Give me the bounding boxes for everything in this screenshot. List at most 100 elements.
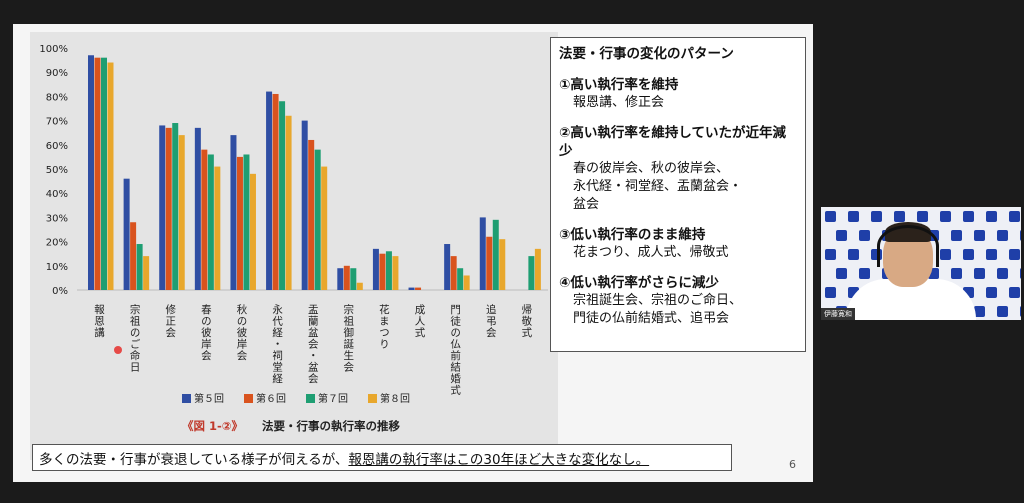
chart-bar (266, 91, 273, 290)
pattern-line: 永代経・祠堂経、盂蘭盆会・ (573, 179, 743, 194)
backdrop-logo-icon (1020, 230, 1021, 241)
backdrop-logo-icon (974, 230, 985, 241)
info-box-title: 法要・行事の変化のパターン (559, 46, 734, 62)
backdrop-logo-icon (986, 249, 997, 260)
legend-swatch (244, 394, 253, 403)
chart-bar (178, 135, 185, 290)
backdrop-logo-icon (974, 268, 985, 279)
chart-bar (272, 93, 279, 290)
headset-icon (877, 225, 939, 267)
y-tick-label: 60% (46, 141, 68, 152)
chart-bar (444, 244, 451, 290)
legend-label: 第８回 (380, 392, 410, 405)
chart-bar (123, 178, 130, 290)
chart-bar (214, 166, 221, 290)
backdrop-logo-icon (974, 306, 985, 317)
chart-bar (94, 57, 101, 291)
pattern-line: 報恩講、修正会 (573, 95, 665, 110)
x-category-label: 追弔会 (485, 303, 497, 338)
pattern-info-box: 法要・行事の変化のパターン ①高い執行率を維持 報恩講、修正会 ②高い執行率を維… (550, 37, 806, 352)
laser-pointer-dot (114, 346, 122, 354)
chart-bar (243, 154, 250, 290)
legend-label: 第６回 (256, 392, 286, 405)
backdrop-logo-icon (848, 287, 859, 298)
pattern-line: 春の彼岸会、秋の彼岸会、 (573, 161, 730, 176)
backdrop-logo-icon (848, 211, 859, 222)
chart-bar (143, 256, 150, 290)
chart-bar (479, 217, 486, 290)
chart-bar (463, 275, 470, 290)
x-category-label: 宗祖御誕生会 (342, 303, 354, 373)
chart-bar (415, 287, 422, 290)
chart-bar (534, 248, 541, 290)
bar-chart: 0% 10% 20% 30% 40% 50% 60% 70% 80% 90% 100% 報恩講 宗祖のご… (39, 44, 548, 433)
backdrop-logo-icon (825, 211, 836, 222)
x-category-label: 永代経・祠堂経 (271, 303, 283, 384)
backdrop-logo-icon (963, 211, 974, 222)
chart-bar (356, 282, 363, 290)
chart-bar (392, 256, 399, 290)
pattern-line: 盆会 (573, 197, 600, 212)
backdrop-logo-icon (1009, 287, 1020, 298)
chart-bar (385, 251, 392, 290)
pattern-1: ①高い執行率を維持 報恩講、修正会 (559, 76, 797, 112)
backdrop-logo-icon (940, 249, 951, 260)
pattern-line: 宗祖誕生会、宗祖のご命日、 (573, 293, 743, 308)
backdrop-logo-icon (997, 230, 1008, 241)
backdrop-logo-icon (986, 287, 997, 298)
backdrop-logo-icon (825, 287, 836, 298)
backdrop-logo-icon (1009, 249, 1020, 260)
speaker-video-feed: 伊藤寛和 (821, 207, 1021, 320)
pattern-3: ③低い執行率のまま維持 花まつり、成人式、帰敬式 (559, 226, 797, 262)
chart-bar (207, 154, 214, 290)
y-tick-label: 20% (46, 238, 68, 249)
legend-swatch (368, 394, 377, 403)
caption-text: 多くの法要・行事が衰退している様子が伺えるが、 (39, 452, 349, 468)
pattern-heading: ②高い執行率を維持していたが近年減少 (559, 125, 787, 159)
backdrop-logo-icon (986, 211, 997, 222)
chart-bar (201, 149, 208, 290)
summary-caption: 多くの法要・行事が衰退している様子が伺えるが、報恩講の執行率はこの30年ほど大き… (32, 444, 732, 471)
pattern-heading: ①高い執行率を維持 (559, 77, 679, 93)
chart-bar (301, 120, 308, 290)
backdrop-logo-icon (871, 249, 882, 260)
legend-swatch (306, 394, 315, 403)
backdrop-logo-icon (871, 211, 882, 222)
x-category-label: 秋の彼岸会 (235, 303, 247, 361)
chart-bar (372, 248, 379, 290)
presentation-slide: 0% 10% 20% 30% 40% 50% 60% 70% 80% 90% 100% 報恩講 宗祖のご… (13, 24, 813, 482)
caption-underlined-text: 報恩講の執行率はこの30年ほど大きな変化なし。 (348, 452, 650, 468)
x-category-label: 報恩講 (93, 304, 105, 339)
backdrop-logo-icon (951, 230, 962, 241)
backdrop-logo-icon (997, 306, 1008, 317)
x-category-label: 春の彼岸会 (200, 304, 212, 362)
backdrop-logo-icon (951, 268, 962, 279)
backdrop-logo-icon (917, 211, 928, 222)
backdrop-logo-icon (848, 249, 859, 260)
legend-label: 第５回 (194, 392, 224, 405)
pattern-line: 門徒の仏前結婚式、追弔会 (573, 311, 730, 326)
backdrop-logo-icon (1020, 268, 1021, 279)
backdrop-logo-icon (836, 268, 847, 279)
backdrop-logo-icon (997, 268, 1008, 279)
chart-bar (337, 268, 344, 290)
x-category-label: 盂蘭盆会・盆会 (307, 304, 319, 385)
pattern-heading: ④低い執行率がさらに減少 (559, 275, 719, 291)
chart-bar (314, 149, 321, 290)
chart-bar (492, 219, 499, 290)
x-category-label: 成人式 (414, 304, 426, 339)
x-category-label: 帰敬式 (520, 303, 532, 338)
backdrop-logo-icon (928, 268, 939, 279)
chart-bar (321, 166, 328, 290)
y-tick-label: 40% (46, 189, 68, 200)
backdrop-logo-icon (963, 249, 974, 260)
x-category-label: 修正会 (164, 303, 176, 338)
y-tick-label: 10% (46, 262, 68, 273)
chart-bar (101, 57, 107, 291)
y-tick-label: 30% (46, 213, 68, 224)
chart-bar (130, 222, 137, 290)
pattern-2: ②高い執行率を維持していたが近年減少 春の彼岸会、秋の彼岸会、 永代経・祠堂経、… (559, 124, 797, 214)
legend-label: 第７回 (318, 392, 348, 405)
chart-bar (308, 139, 315, 290)
chart-bar (285, 115, 292, 290)
